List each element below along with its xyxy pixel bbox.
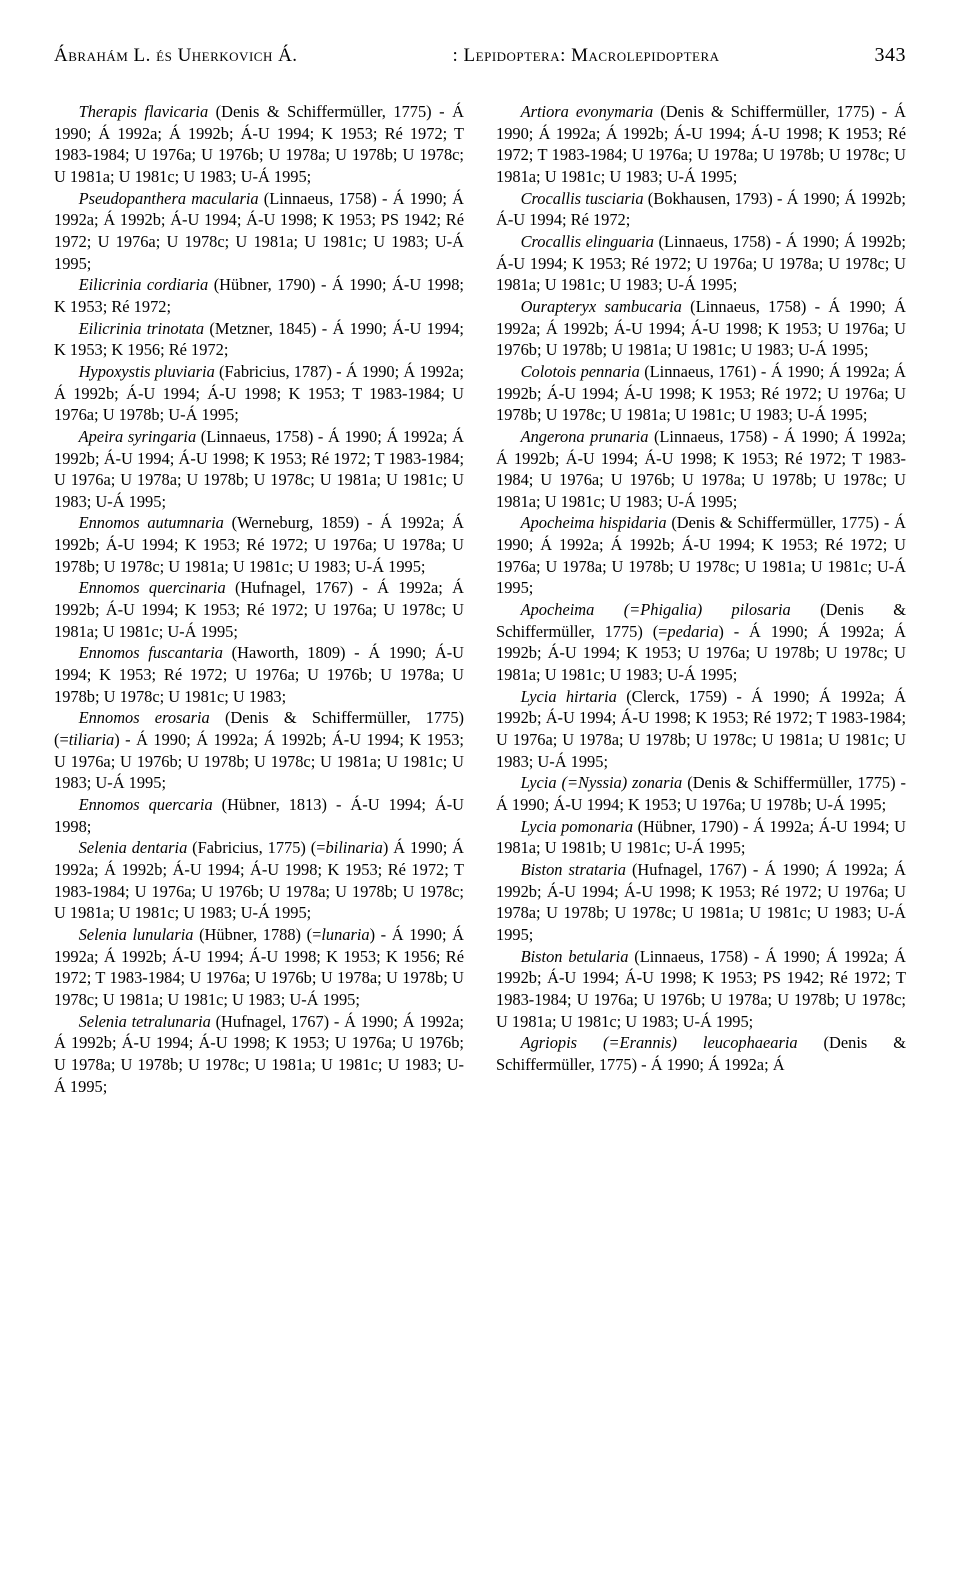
species-name: Lycia (=Nyssia) zonaria [521, 773, 683, 792]
species-entry: Lycia (=Nyssia) zonaria (Denis & Schiffe… [496, 772, 906, 815]
species-name: Therapis flavicaria [79, 102, 209, 121]
species-name: Crocallis tusciaria [521, 189, 644, 208]
species-name: Apocheima (=Phigalia) pilosaria [521, 600, 791, 619]
species-name: Apocheima hispidaria [521, 513, 667, 532]
species-entry: Biston strataria (Hufnagel, 1767) - Á 19… [496, 859, 906, 946]
text-columns: Therapis flavicaria (Denis & Schiffermül… [54, 101, 906, 1097]
left-column: Therapis flavicaria (Denis & Schiffermül… [54, 101, 464, 1097]
species-name: Ennomos fuscantaria [79, 643, 223, 662]
synonym-name: lunaria [321, 925, 369, 944]
synonym-name: bilinaria [325, 838, 382, 857]
species-name: Crocallis elinguaria [521, 232, 654, 251]
species-entry: Eilicrinia cordiaria (Hübner, 1790) - Á … [54, 274, 464, 317]
species-entry: Angerona prunaria (Linnaeus, 1758) - Á 1… [496, 426, 906, 513]
species-entry: Crocallis elinguaria (Linnaeus, 1758) - … [496, 231, 906, 296]
species-name: Selenia dentaria [79, 838, 188, 857]
species-entry: Selenia tetralunaria (Hufnagel, 1767) - … [54, 1011, 464, 1098]
record-text: (Fabricius, 1775) (= [187, 838, 325, 857]
species-name: Biston betularia [521, 947, 629, 966]
species-entry: Agriopis (=Erannis) leucophaearia (Denis… [496, 1032, 906, 1075]
species-name: Ennomos autumnaria [79, 513, 224, 532]
page-header: Ábrahám L. és Uherkovich Á. : Lepidopter… [54, 44, 906, 67]
species-entry: Colotois pennaria (Linnaeus, 1761) - Á 1… [496, 361, 906, 426]
species-name: Eilicrinia cordiaria [79, 275, 209, 294]
species-entry: Pseudopanthera macularia (Linnaeus, 1758… [54, 188, 464, 275]
species-name: Colotois pennaria [521, 362, 640, 381]
right-column: Artiora evonymaria (Denis & Schiffermüll… [496, 101, 906, 1097]
species-entry: Selenia dentaria (Fabricius, 1775) (=bil… [54, 837, 464, 924]
species-name: Ourapteryx sambucaria [521, 297, 682, 316]
synonym-name: pedaria [667, 622, 718, 641]
species-entry: Ennomos fuscantaria (Haworth, 1809) - Á … [54, 642, 464, 707]
record-text: (Hübner, 1788) (= [193, 925, 321, 944]
species-entry: Ennomos autumnaria (Werneburg, 1859) - Á… [54, 512, 464, 577]
header-authors: Ábrahám L. és Uherkovich Á. [54, 45, 298, 67]
species-entry: Ourapteryx sambucaria (Linnaeus, 1758) -… [496, 296, 906, 361]
species-name: Biston strataria [521, 860, 626, 879]
species-entry: Ennomos quercaria (Hübner, 1813) - Á-U 1… [54, 794, 464, 837]
species-name: Hypoxystis pluviaria [79, 362, 215, 381]
species-name: Selenia lunularia [79, 925, 194, 944]
species-entry: Ennomos erosaria (Denis & Schiffermüller… [54, 707, 464, 794]
species-entry: Selenia lunularia (Hübner, 1788) (=lunar… [54, 924, 464, 1011]
species-entry: Biston betularia (Linnaeus, 1758) - Á 19… [496, 946, 906, 1033]
species-entry: Apocheima hispidaria (Denis & Schiffer­m… [496, 512, 906, 599]
species-entry: Ennomos quercinaria (Hufnagel, 1767) - Á… [54, 577, 464, 642]
species-entry: Lycia pomonaria (Hübner, 1790) - Á 1992a… [496, 816, 906, 859]
species-entry: Artiora evonymaria (Denis & Schiffermüll… [496, 101, 906, 188]
species-name: Lycia hirtaria [521, 687, 617, 706]
synonym-name: tiliaria [69, 730, 115, 749]
species-name: Artiora evonymaria [521, 102, 654, 121]
record-text: ) - Á 1990; Á 1992a; Á 1992b; Á-U 1994; … [54, 730, 464, 792]
species-entry: Apocheima (=Phigalia) pilosaria (Denis &… [496, 599, 906, 686]
header-topic: : Lepidoptera: Macrolepidoptera [453, 45, 720, 67]
species-name: Ennomos quercaria [79, 795, 213, 814]
species-entry: Eilicrinia trinotata (Metzner, 1845) - Á… [54, 318, 464, 361]
species-name: Agriopis (=Erannis) leucophaearia [521, 1033, 798, 1052]
species-entry: Crocallis tusciaria (Bokhausen, 1793) - … [496, 188, 906, 231]
species-name: Apeira syringaria [79, 427, 197, 446]
species-entry: Lycia hirtaria (Clerck, 1759) - Á 1990; … [496, 686, 906, 773]
species-entry: Therapis flavicaria (Denis & Schiffermül… [54, 101, 464, 188]
species-name: Ennomos quercinaria [79, 578, 226, 597]
species-entry: Hypoxystis pluviaria (Fabricius, 1787) -… [54, 361, 464, 426]
species-name: Eilicrinia trinotata [79, 319, 205, 338]
species-name: Selenia tetralunaria [79, 1012, 211, 1031]
page-number: 343 [874, 44, 906, 67]
species-entry: Apeira syringaria (Linnaeus, 1758) - Á 1… [54, 426, 464, 513]
species-name: Lycia pomonaria [521, 817, 633, 836]
species-name: Ennomos erosaria [79, 708, 210, 727]
species-name: Pseudopanthera macularia [79, 189, 259, 208]
species-name: Angerona prunaria [521, 427, 649, 446]
